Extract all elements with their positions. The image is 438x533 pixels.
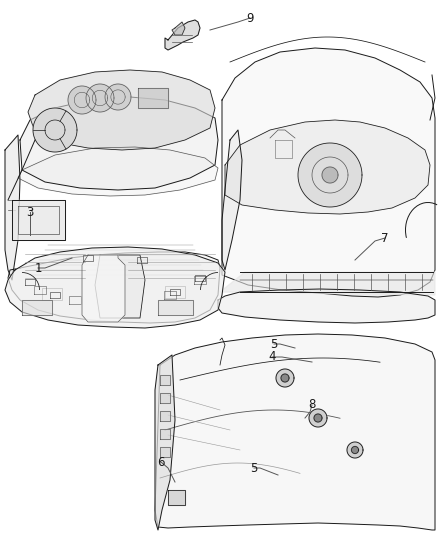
Polygon shape bbox=[222, 130, 242, 270]
Polygon shape bbox=[33, 108, 77, 152]
Polygon shape bbox=[20, 97, 218, 190]
Polygon shape bbox=[82, 255, 125, 322]
Polygon shape bbox=[160, 393, 170, 403]
Polygon shape bbox=[18, 147, 218, 196]
Polygon shape bbox=[352, 447, 358, 454]
Text: 8: 8 bbox=[308, 399, 316, 411]
Text: 6: 6 bbox=[157, 456, 165, 469]
Polygon shape bbox=[105, 84, 131, 110]
Polygon shape bbox=[22, 300, 52, 315]
Text: 4: 4 bbox=[268, 351, 276, 364]
Text: 5: 5 bbox=[270, 337, 278, 351]
Polygon shape bbox=[160, 429, 170, 439]
Polygon shape bbox=[155, 355, 175, 530]
Polygon shape bbox=[314, 414, 322, 422]
Polygon shape bbox=[168, 490, 185, 505]
Polygon shape bbox=[347, 442, 363, 458]
Polygon shape bbox=[298, 143, 362, 207]
Polygon shape bbox=[12, 200, 65, 240]
Text: 1: 1 bbox=[34, 262, 42, 274]
Polygon shape bbox=[86, 84, 114, 112]
Polygon shape bbox=[28, 70, 215, 150]
Text: 5: 5 bbox=[250, 462, 258, 474]
Text: 9: 9 bbox=[246, 12, 254, 25]
Polygon shape bbox=[68, 86, 96, 114]
Polygon shape bbox=[309, 409, 327, 427]
Polygon shape bbox=[220, 272, 435, 295]
Polygon shape bbox=[225, 120, 430, 214]
Polygon shape bbox=[155, 334, 435, 530]
Polygon shape bbox=[5, 135, 20, 280]
Polygon shape bbox=[165, 20, 200, 50]
Polygon shape bbox=[160, 447, 170, 457]
Polygon shape bbox=[222, 48, 435, 297]
Polygon shape bbox=[160, 411, 170, 421]
Polygon shape bbox=[218, 289, 435, 323]
Polygon shape bbox=[5, 247, 225, 328]
Polygon shape bbox=[276, 369, 294, 387]
Polygon shape bbox=[8, 252, 220, 323]
Polygon shape bbox=[172, 22, 185, 35]
Polygon shape bbox=[322, 167, 338, 183]
Text: 3: 3 bbox=[26, 206, 34, 219]
Polygon shape bbox=[281, 374, 289, 382]
Polygon shape bbox=[158, 300, 193, 315]
Polygon shape bbox=[160, 375, 170, 385]
Text: 7: 7 bbox=[381, 231, 389, 245]
Polygon shape bbox=[95, 255, 145, 318]
Polygon shape bbox=[138, 88, 168, 108]
